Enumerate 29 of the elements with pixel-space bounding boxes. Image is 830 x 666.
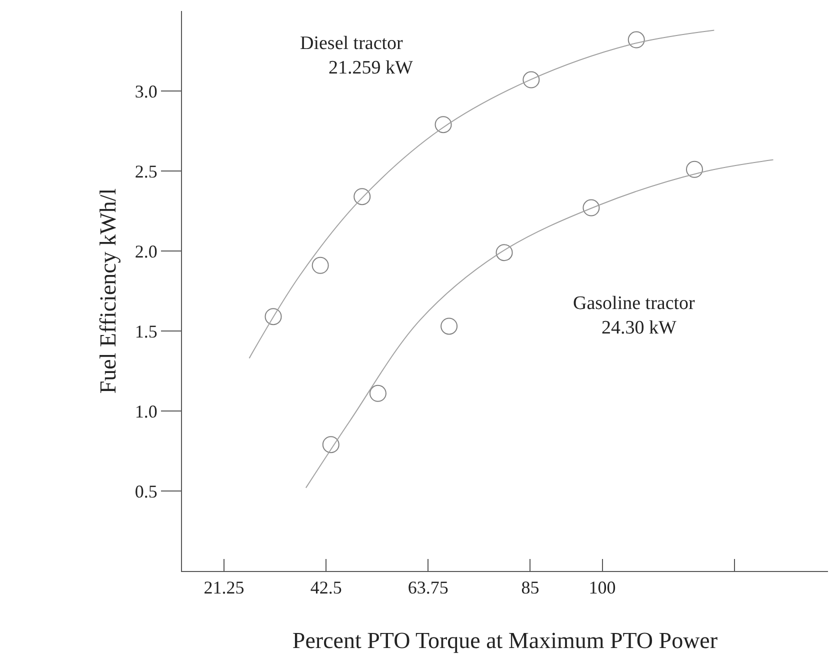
- point: [322, 436, 340, 454]
- point: [312, 256, 329, 274]
- y-axis-title: Fuel Efficiency kWh/l: [95, 188, 120, 394]
- line-series: [248, 30, 715, 359]
- point: [369, 384, 386, 402]
- annotation: Gasoline tractor 24.30 kW: [573, 293, 696, 339]
- point: [264, 308, 282, 326]
- y-tick-label: 1.0: [134, 401, 158, 422]
- point: [686, 160, 703, 178]
- y-tick-label: 2.0: [134, 241, 158, 262]
- y-tick-label: 3.0: [134, 81, 158, 102]
- point: [628, 31, 645, 48]
- point: [440, 318, 458, 335]
- point: [582, 199, 600, 216]
- x-axis-title: Percent PTO Torque at Maximum PTO Power: [292, 628, 718, 654]
- point: [354, 188, 371, 206]
- y-tick-label: 1.5: [134, 321, 158, 342]
- x-tick-label: 100: [588, 578, 616, 598]
- x-tick-label: 42.5: [310, 578, 342, 598]
- point: [496, 244, 513, 262]
- annotation: Diesel tractor 21.259 kW: [300, 33, 413, 79]
- x-tick-label: 63.75: [408, 578, 448, 598]
- y-tick-label: 2.5: [134, 161, 158, 182]
- point: [434, 116, 452, 134]
- y-tick-label: 0.5: [134, 481, 158, 502]
- x-tick-label: 85: [521, 578, 540, 598]
- line-series: [305, 159, 774, 488]
- point: [522, 71, 540, 88]
- x-tick-label: 21.25: [204, 578, 244, 598]
